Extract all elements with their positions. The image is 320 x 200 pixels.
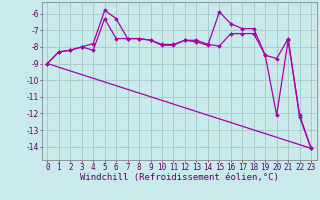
X-axis label: Windchill (Refroidissement éolien,°C): Windchill (Refroidissement éolien,°C) xyxy=(80,173,279,182)
